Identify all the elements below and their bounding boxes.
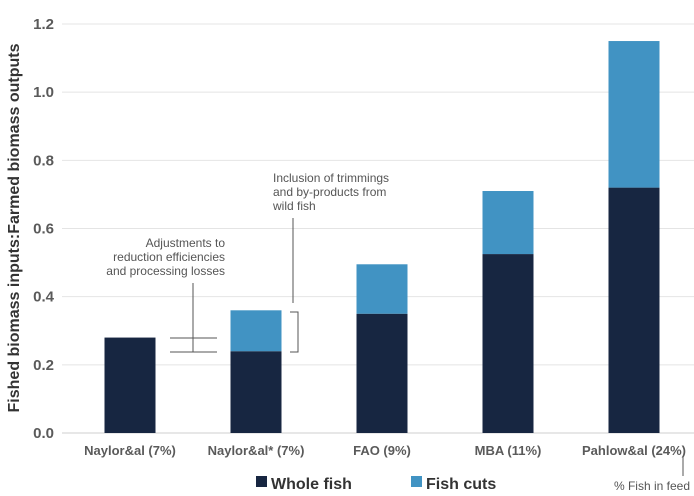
annotation-adjustments-line-2: reduction efficiencies (113, 250, 225, 264)
x-category-label: Naylor&al* (7%) (208, 443, 305, 458)
bars (104, 41, 660, 433)
y-axis-ticks: 0.0 0.2 0.4 0.6 0.8 1.0 1.2 (33, 16, 55, 442)
x-category-label: MBA (11%) (475, 443, 542, 458)
bar-whole-fish (608, 187, 660, 433)
y-tick-label: 1.0 (33, 84, 54, 101)
legend-label-fish-cuts: Fish cuts (426, 476, 496, 493)
bar-whole-fish (230, 351, 282, 433)
x-category-label: FAO (9%) (353, 443, 411, 458)
bar-fish-cuts (356, 264, 408, 314)
bar-whole-fish (356, 313, 408, 433)
legend-swatch-whole-fish (256, 476, 267, 487)
y-axis-title: Fished biomass inputs:Farmed biomass out… (6, 43, 23, 412)
fish-in-feed-note: % Fish in feed (614, 479, 690, 493)
annotation-bracket (290, 311, 299, 353)
y-tick-label: 0.2 (33, 357, 54, 374)
legend: Whole fish Fish cuts (256, 476, 496, 493)
y-tick-label: 0.0 (33, 425, 54, 442)
x-category-label: Pahlow&al (24%) (582, 443, 686, 458)
annotation-inclusion (290, 218, 299, 353)
bar-fish-cuts (608, 41, 660, 188)
bar-fish-cuts (482, 191, 534, 255)
annotation-adjustments (170, 283, 217, 353)
annotation-adjustments-line-3: and processing losses (106, 264, 225, 278)
x-category-label: Naylor&al (7%) (84, 443, 176, 458)
y-tick-label: 1.2 (33, 16, 54, 33)
annotation-inclusion-line-1: Inclusion of trimmings (273, 171, 389, 185)
annotation-adjustments-line-1: Adjustments to (146, 236, 226, 250)
bar-whole-fish (482, 254, 534, 433)
annotation-inclusion-line-2: and by-products from (273, 185, 386, 199)
bar-whole-fish (104, 337, 156, 433)
y-tick-label: 0.4 (33, 289, 55, 306)
y-tick-label: 0.6 (33, 221, 54, 238)
legend-swatch-fish-cuts (411, 476, 422, 487)
legend-label-whole-fish: Whole fish (271, 476, 352, 493)
bar-fish-cuts (230, 310, 282, 352)
y-tick-label: 0.8 (33, 152, 54, 169)
x-axis-categories: Naylor&al (7%) Naylor&al* (7%) FAO (9%) MBA… (84, 443, 686, 458)
annotation-inclusion-line-3: wild fish (272, 199, 316, 213)
